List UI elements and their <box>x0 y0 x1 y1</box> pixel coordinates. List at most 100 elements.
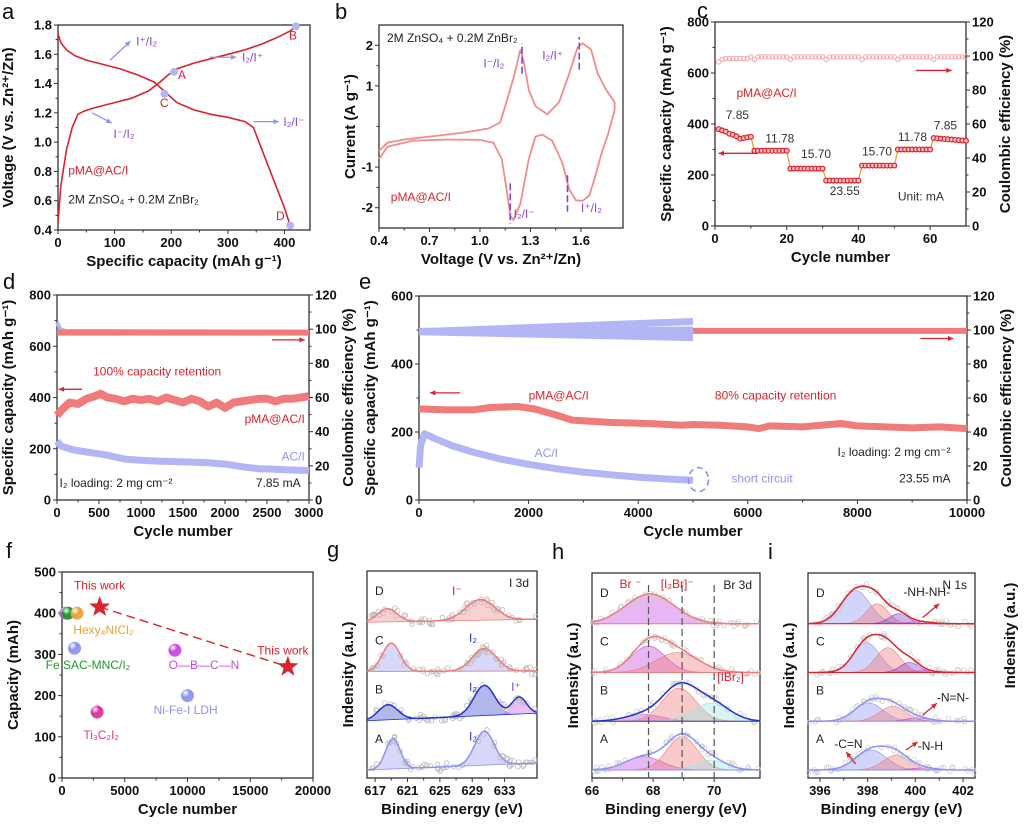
y2-tick-label: 100 <box>315 322 337 337</box>
x-tick-label: 396 <box>809 783 831 798</box>
spectrum-label-D: D <box>816 586 825 600</box>
y2-tick-label: 40 <box>315 424 329 439</box>
capacity-point <box>892 163 897 168</box>
raw-data-point <box>500 607 505 612</box>
spectrum-label-C: C <box>375 633 384 647</box>
raw-data-point <box>969 668 973 672</box>
y2-tick-label: 20 <box>315 458 329 473</box>
marker-point-A <box>170 68 178 76</box>
y-tick-label: -1 <box>361 160 373 175</box>
capacity-point <box>928 147 933 152</box>
point-label-fe-sac: Fe SAC-MNC/I₂ <box>46 658 131 672</box>
x-tick-label: 4000 <box>624 505 653 520</box>
y2-tick-label: 20 <box>973 459 987 474</box>
capacity-point <box>820 166 825 171</box>
tag-cn: -C=N <box>834 737 862 751</box>
spectrum-label-D: D <box>600 586 609 600</box>
panel-d: 0 500 1000 1500 2000 2500 3000Cycle number0200… <box>0 269 357 540</box>
panel-h: 66 68 70 Binding energy (eV) Indensity (a.u.… <box>552 539 760 818</box>
x-tick-label: 400 <box>905 783 927 798</box>
x-axis-label: Cycle number <box>791 249 890 266</box>
point-label-this-work: This work <box>74 578 126 592</box>
current-label: 23.55 <box>830 184 860 198</box>
y-tick-label: 0 <box>44 493 51 508</box>
species-label: I₂ <box>469 631 477 645</box>
current-label: 11.78 <box>765 132 794 146</box>
left-axis-arrow-icon-head <box>59 387 64 392</box>
capacity-point <box>748 134 753 139</box>
y-axis-label: Indensity (a.u.) <box>781 623 798 729</box>
y-tick-label: 0.6 <box>34 193 52 208</box>
x-tick-label: 1500 <box>169 505 198 520</box>
y2-axis-label: Coulombic efficiency (%) <box>997 35 1014 213</box>
point-label-hexy: Hexy₄NICl₂ <box>73 623 134 637</box>
annotation-i-minus-i2: I⁻/I₂ <box>113 127 134 141</box>
spectrum-label-A: A <box>816 732 824 746</box>
spectrum-title: I 3d <box>509 576 529 590</box>
raw-data-point <box>880 699 884 703</box>
panel-label: e <box>359 269 371 294</box>
y-axis-label: Capacity (mAh) <box>5 620 22 730</box>
right-axis-arrow-icon-head <box>948 336 953 341</box>
annotation-i2-i-minus: I₂/I⁻ <box>514 207 535 221</box>
y-axis-label: Voltage (V vs. Zn²⁺/Zn) <box>0 47 17 207</box>
reference-label: AC/I <box>281 449 304 463</box>
x-axis-label: Voltage (V vs. Zn²⁺/Zn) <box>421 251 581 268</box>
y2-tick-label: 0 <box>315 493 322 508</box>
raw-data-point <box>410 622 415 627</box>
point-label-C: C <box>160 96 169 110</box>
x-tick-label: 633 <box>494 783 516 798</box>
current-label: 7.85 mA <box>256 476 301 490</box>
series-pma-capacity <box>419 407 967 429</box>
y2-axis-label: Coulombic efficiency (%) <box>340 308 357 486</box>
y-tick-label: 2 <box>366 38 373 53</box>
electrolyte-label: 2M ZnSO₄ + 0.2M ZnBr₂ <box>68 193 199 207</box>
x-tick-label: 2000 <box>514 505 543 520</box>
y-tick-label: 600 <box>687 66 709 81</box>
raw-data-point <box>393 606 398 611</box>
series-acl-ce <box>419 322 693 338</box>
x-tick-label: 6000 <box>733 505 762 520</box>
annotation-i-plus-i2: I⁺/I₂ <box>581 201 602 215</box>
x-tick-label: 2500 <box>253 505 282 520</box>
species-label: I₂ <box>469 680 477 694</box>
x-tick-label: 8000 <box>843 505 872 520</box>
y-axis-label: Specific capacity (mAh g⁻¹) <box>658 26 675 221</box>
panel-e: 0 2000 4000 6000 8000 10000Cycle number020040… <box>359 269 1015 540</box>
x-tick-label: 70 <box>707 783 721 798</box>
point-label-ti3c2i2: Ti₃C₂I₂ <box>83 728 119 742</box>
x-tick-label: 68 <box>646 783 660 798</box>
x-tick-label: 1.3 <box>521 233 539 248</box>
component-fill <box>808 755 975 770</box>
x-tick-label: 625 <box>429 783 451 798</box>
raw-data-point <box>435 762 440 767</box>
panel-b: 0.4 0.7 1.0 1.3 1.6 Voltage (V vs. Zn²⁺/Zn) -2… <box>335 0 623 268</box>
annotation-i-minus-i2: I⁻/I₂ <box>483 57 504 71</box>
raw-data-point <box>604 716 608 720</box>
y-axis-label: Specific capacity (mAh g⁻¹) <box>0 300 17 495</box>
y-tick-label: 0.4 <box>34 223 53 238</box>
panel-i: 396 398 400 402Binding energy (eV)Indensity… <box>768 539 1019 818</box>
y2-tick-label: 60 <box>315 390 329 405</box>
spectrum-label-B: B <box>375 683 383 697</box>
species-label-br: Br ⁻ <box>619 577 641 591</box>
x-tick-label: 1.6 <box>572 233 590 248</box>
y-axis-label: Indensity (a.u.) <box>340 622 357 728</box>
x-tick-label: 300 <box>217 235 239 250</box>
panel-g: 617 621 625 629 633 Binding energy (eV) Indens… <box>327 537 538 818</box>
retention-label: 100% capacity retention <box>93 365 221 379</box>
panel-label: d <box>3 269 15 294</box>
y2-tick-label: 0 <box>972 219 979 234</box>
y2-tick-label: 20 <box>972 185 986 200</box>
panel-c: 0 20 40 60Cycle number0200400600800Specific… <box>658 0 1014 266</box>
capacity-point <box>964 138 969 143</box>
y-tick-label: 200 <box>687 168 709 183</box>
loading-label: I₂ loading: 2 mg cm⁻² <box>60 476 173 490</box>
right-axis-arrow-icon-head <box>299 337 304 342</box>
x-tick-label: 1000 <box>127 505 156 520</box>
x-tick-label: 0 <box>53 505 60 520</box>
x-tick-label: 60 <box>923 231 937 246</box>
y-axis-label: Specific capacity (mAh g⁻¹) <box>362 300 379 495</box>
sample-label: pMA@AC/I <box>737 86 797 100</box>
sample-label: pMA@AC/I <box>68 163 128 177</box>
